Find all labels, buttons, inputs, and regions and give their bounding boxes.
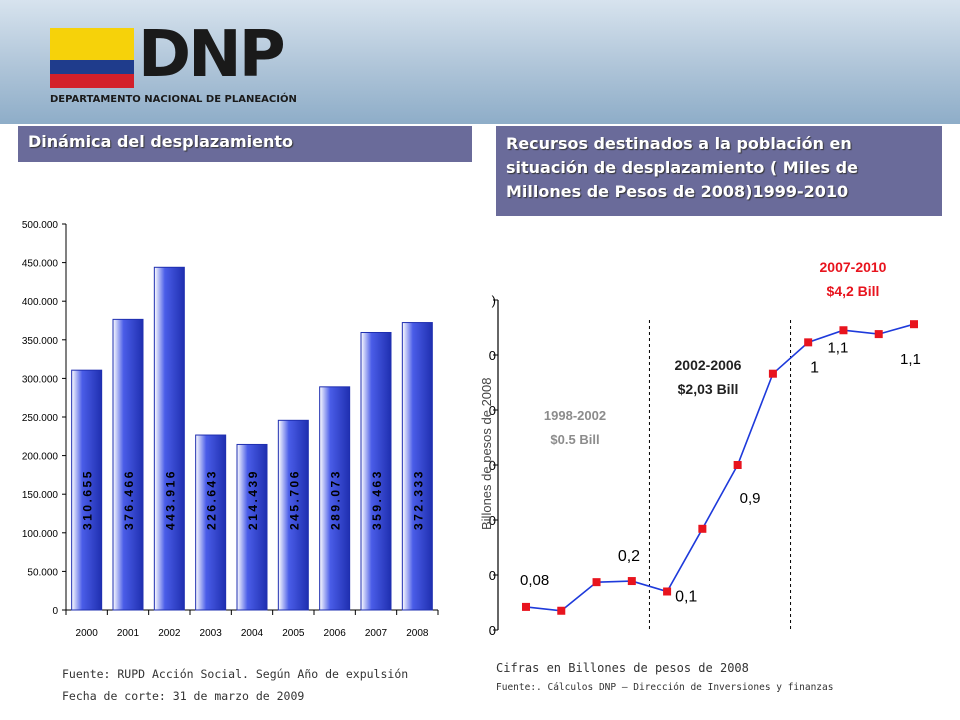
resources-point bbox=[627, 577, 636, 586]
bar-y-tick-label: 350.000 bbox=[22, 336, 59, 347]
logo-subtitle: DEPARTAMENTO NACIONAL DE PLANEACIÓN bbox=[50, 94, 297, 105]
displacement-bar-chart: 0 50.000 100.000 150.000 200.000 250.000 300.0… bbox=[22, 220, 439, 639]
bar-value-label: 245.706 bbox=[287, 469, 301, 530]
bar-x-label: 2005 bbox=[282, 628, 305, 639]
dnp-logo: DNP DEPARTAMENTO NACIONAL DE PLANEACIÓN bbox=[50, 18, 300, 110]
line-y-tick-label: ) bbox=[492, 293, 496, 308]
bar-value-label: 376.466 bbox=[122, 469, 136, 530]
left-panel-title: Dinámica del desplazamiento bbox=[18, 126, 472, 162]
resources-point bbox=[733, 461, 742, 469]
bar-value-label: 226.643 bbox=[205, 469, 219, 530]
period-amount: $2,03 Bill bbox=[678, 381, 739, 397]
resources-point bbox=[592, 578, 601, 587]
bar-y-tick-label: 500.000 bbox=[22, 220, 59, 231]
bar-value-label: 372.333 bbox=[411, 469, 425, 530]
bar-x-label: 2000 bbox=[76, 628, 99, 639]
period-label: 2002-2006 bbox=[675, 357, 742, 373]
resources-point bbox=[910, 320, 918, 329]
bar-y-tick-label: 150.000 bbox=[22, 490, 59, 501]
bar-2007 bbox=[360, 331, 392, 611]
bar-x-label: 2003 bbox=[200, 628, 223, 639]
logo-wordmark: DNP bbox=[138, 18, 286, 92]
line-data-label: 1,1 bbox=[900, 351, 921, 368]
line-chart-ylabel: Billones de pesos de 2008 bbox=[479, 377, 494, 530]
line-data-label: 0,2 bbox=[618, 548, 640, 565]
bar-2000 bbox=[71, 369, 103, 611]
resources-line-chart: ) 0 0 0 0 0 0 1998-2002 $0.5 Bill 2002-2006 $2,03 … bbox=[479, 259, 921, 638]
bar-y-tick-label: 300.000 bbox=[22, 374, 59, 385]
flag-yellow-stripe bbox=[50, 28, 134, 60]
bar-y-tick-label: 400.000 bbox=[22, 297, 59, 308]
bar-value-label: 289.073 bbox=[329, 469, 343, 530]
bar-x-label: 2004 bbox=[241, 628, 264, 639]
right-source: Fuente:. Cálculos DNP – Dirección de Inv… bbox=[496, 682, 834, 693]
line-data-label: 1 bbox=[810, 359, 819, 376]
period-amount: $4,2 Bill bbox=[827, 283, 880, 299]
resources-series-line bbox=[525, 323, 915, 612]
resources-point bbox=[874, 330, 883, 339]
bar-y-tick-label: 200.000 bbox=[22, 452, 59, 463]
bar-y-tick-label: 450.000 bbox=[22, 259, 59, 270]
line-data-label: 1,1 bbox=[827, 339, 848, 356]
line-y-tick-label: 0 bbox=[489, 458, 496, 473]
bar-value-label: 443.916 bbox=[163, 469, 177, 530]
left-cutoff: Fecha de corte: 31 de marzo de 2009 bbox=[62, 689, 305, 703]
line-y-tick-label: 0 bbox=[489, 513, 496, 528]
line-y-tick-label: 0 bbox=[489, 623, 496, 638]
resources-point bbox=[839, 326, 848, 335]
line-data-label: 0,08 bbox=[520, 572, 549, 589]
resources-point bbox=[804, 338, 813, 347]
bar-x-label: 2001 bbox=[117, 628, 140, 639]
bar-2003 bbox=[195, 434, 227, 611]
resources-point bbox=[557, 606, 566, 615]
bar-value-label: 214.439 bbox=[246, 469, 260, 530]
line-data-label: 0,1 bbox=[675, 589, 697, 606]
bar-x-label: 2008 bbox=[406, 628, 429, 639]
bar-y-tick-label: 0 bbox=[52, 606, 58, 617]
bar-y-tick-label: 250.000 bbox=[22, 413, 59, 424]
left-source: Fuente: RUPD Acción Social. Según Año de… bbox=[62, 667, 409, 681]
bar-2006 bbox=[319, 386, 351, 611]
right-footnote: Cifras en Billones de pesos de 2008 bbox=[496, 661, 749, 675]
bar-2002 bbox=[153, 266, 185, 611]
bar-y-tick-label: 100.000 bbox=[22, 529, 59, 540]
resources-point bbox=[698, 524, 707, 533]
bar-y-tick-label: 50.000 bbox=[27, 567, 58, 578]
bar-value-label: 310.655 bbox=[81, 469, 95, 530]
line-data-label: 0,9 bbox=[740, 490, 761, 507]
flag-blue-stripe bbox=[50, 60, 134, 74]
bar-2005 bbox=[277, 419, 309, 611]
bar-2008 bbox=[401, 322, 433, 611]
bar-x-label: 2007 bbox=[365, 628, 388, 639]
period-amount: $0.5 Bill bbox=[550, 432, 599, 447]
resources-point bbox=[522, 602, 530, 611]
bar-value-label: 359.463 bbox=[370, 469, 384, 530]
period-label: 2007-2010 bbox=[820, 259, 887, 275]
header-banner: DNP DEPARTAMENTO NACIONAL DE PLANEACIÓN bbox=[0, 0, 960, 124]
right-panel-title: Recursos destinados a la población en si… bbox=[496, 126, 942, 216]
resources-point bbox=[768, 369, 777, 378]
bar-x-label: 2006 bbox=[324, 628, 347, 639]
flag-red-stripe bbox=[50, 74, 134, 88]
line-y-tick-label: 0 bbox=[489, 568, 496, 583]
bar-2001 bbox=[112, 318, 144, 611]
period-label: 1998-2002 bbox=[544, 408, 606, 423]
line-y-tick-label: 0 bbox=[489, 403, 496, 418]
bar-2004 bbox=[236, 443, 268, 611]
bar-x-label: 2002 bbox=[158, 628, 181, 639]
line-y-tick-label: 0 bbox=[489, 348, 496, 363]
resources-point bbox=[663, 587, 672, 596]
